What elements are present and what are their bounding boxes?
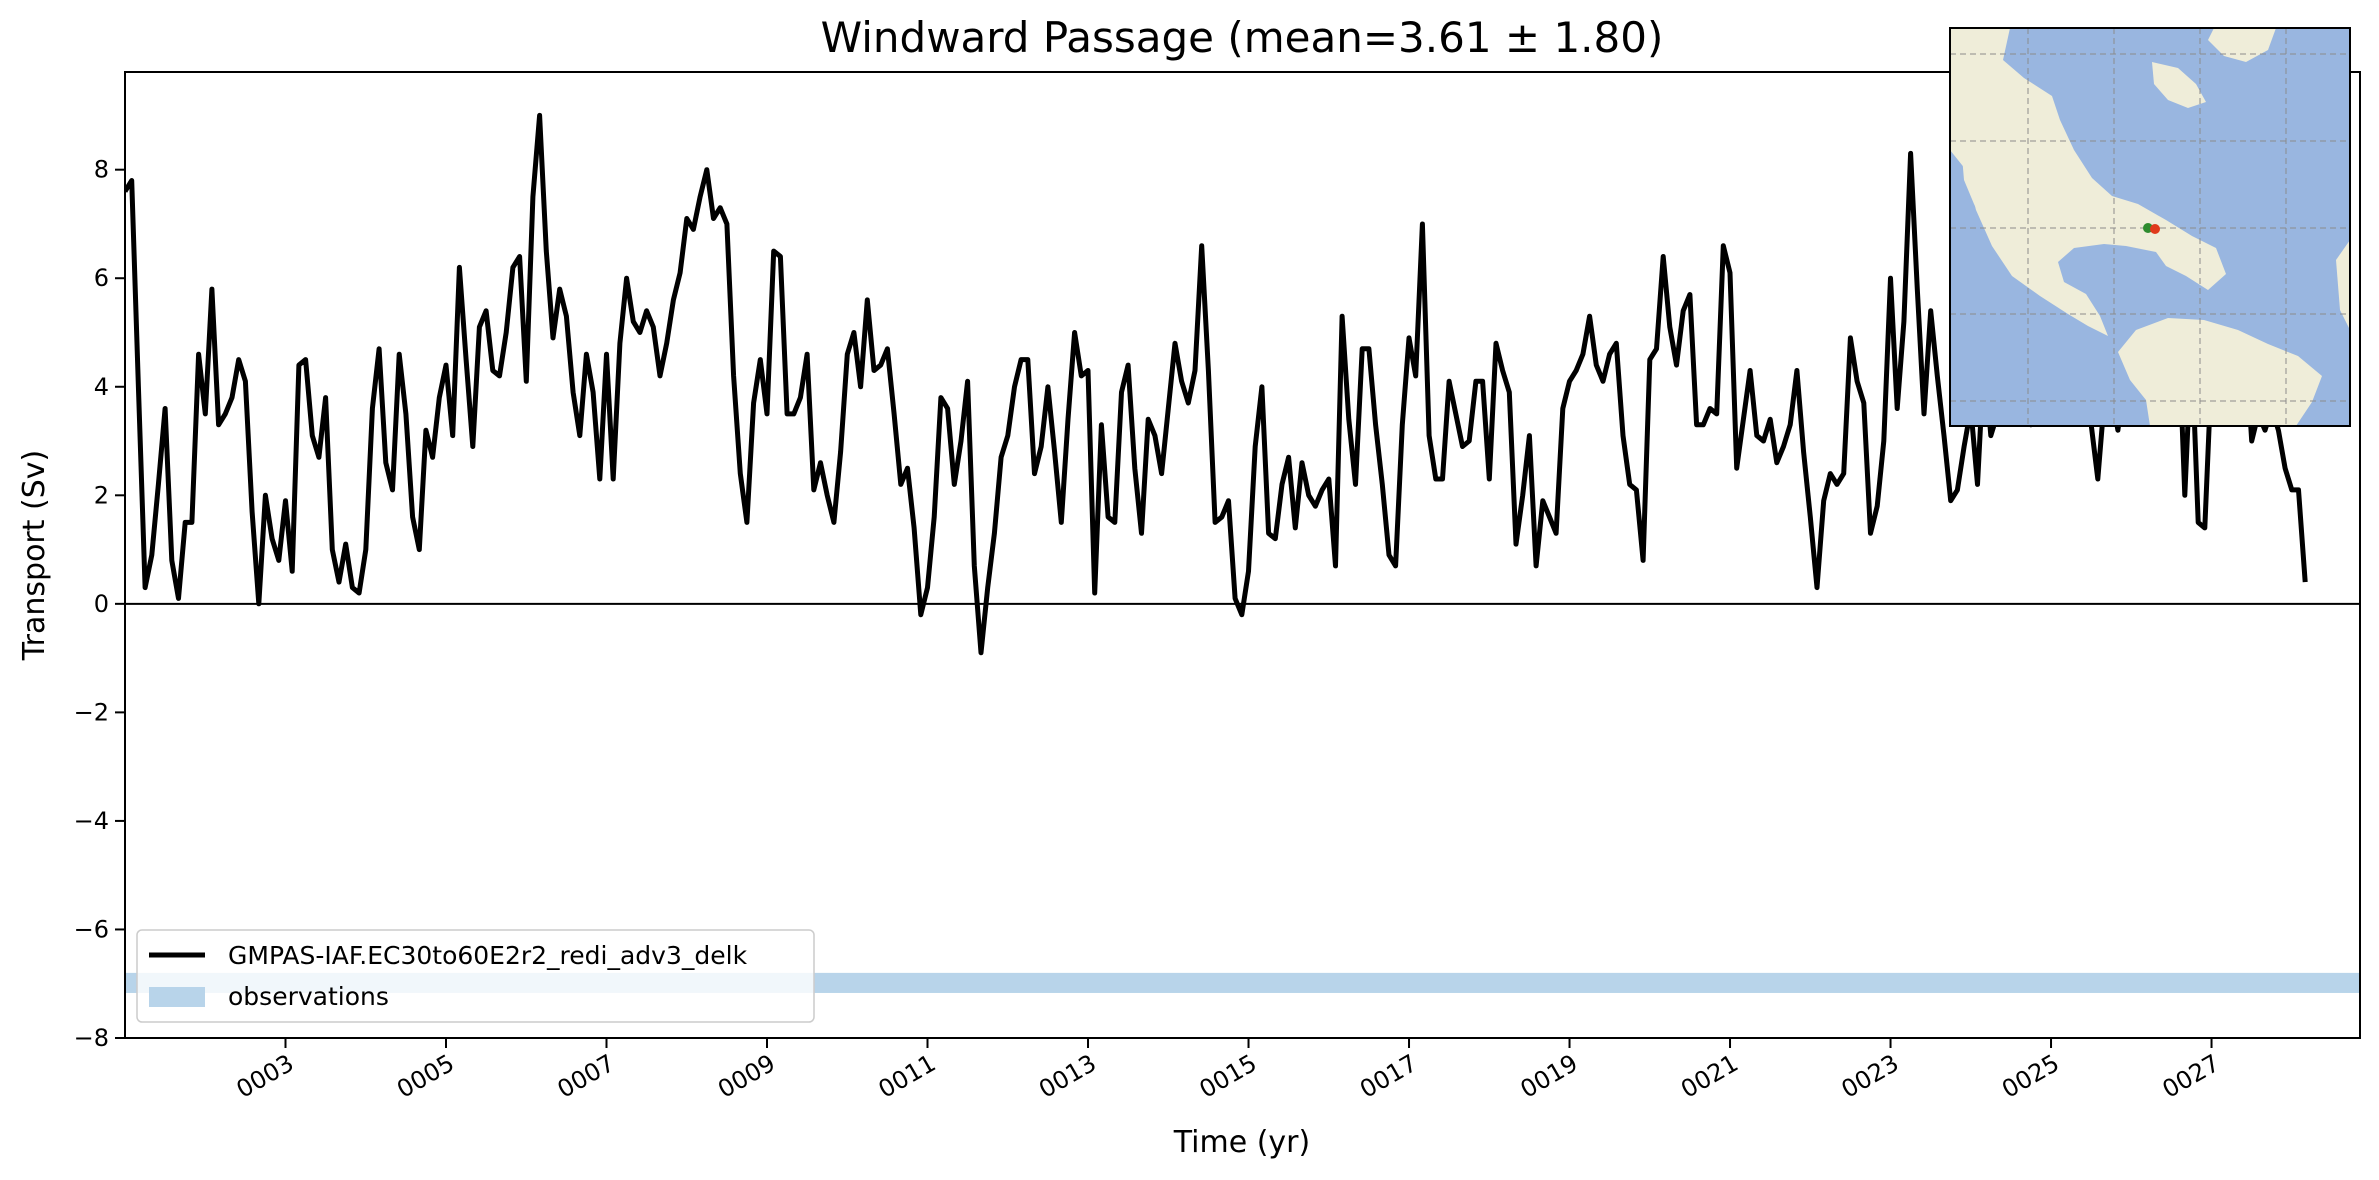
x-tick-label: 0019 <box>1516 1049 1583 1104</box>
series-line-model <box>125 112 2308 656</box>
series-layer <box>125 112 2308 656</box>
inset-map-frame <box>1949 27 2351 427</box>
x-tick-label: 0017 <box>1355 1049 1422 1104</box>
y-axis-ticks: −8 −6 −4 −2 0 2 4 6 8 <box>74 156 125 1052</box>
y-tick-label: −4 <box>74 807 109 835</box>
x-tick-label: 0023 <box>1837 1049 1904 1104</box>
legend-label-model: GMPAS-IAF.EC30to60E2r2_redi_adv3_delk <box>228 941 748 970</box>
x-tick-label: 0013 <box>1034 1049 1101 1104</box>
inset-map <box>1949 27 2351 427</box>
x-tick-label: 0011 <box>874 1049 941 1104</box>
x-axis-ticks: 0003 0005 0007 0009 0011 0013 0015 0017 0019 0021… <box>232 1038 2225 1104</box>
canada-east-land <box>2152 62 2206 108</box>
south-america-land <box>2118 318 2322 426</box>
plot-frame <box>124 71 2361 1039</box>
x-tick-label: 0015 <box>1195 1049 1262 1104</box>
legend-frame <box>136 929 815 1023</box>
section-end-marker <box>2150 224 2160 234</box>
y-tick-label: −8 <box>74 1024 109 1052</box>
chart-title: Windward Passage (mean=3.61 ± 1.80) <box>821 13 1664 62</box>
y-tick-label: 2 <box>94 481 109 509</box>
x-tick-label: 0021 <box>1676 1049 1743 1104</box>
north-america-land <box>1950 28 2226 336</box>
legend: GMPAS-IAF.EC30to60E2r2_redi_adv3_delk ob… <box>136 929 815 1023</box>
legend-swatch-observations <box>149 987 205 1007</box>
y-tick-label: −6 <box>74 915 109 943</box>
x-tick-label: 0027 <box>2158 1049 2225 1104</box>
legend-label-observations: observations <box>228 982 389 1011</box>
y-tick-label: 8 <box>94 156 109 184</box>
x-tick-label: 0009 <box>713 1049 780 1104</box>
x-tick-label: 0007 <box>553 1049 620 1104</box>
y-tick-label: −2 <box>74 698 109 726</box>
africa-land <box>2336 240 2350 330</box>
x-tick-label: 0025 <box>1997 1049 2064 1104</box>
y-axis-label: Transport (Sv) <box>17 450 52 662</box>
x-tick-label: 0005 <box>392 1049 459 1104</box>
y-tick-label: 6 <box>94 264 109 292</box>
cuba-land <box>2116 210 2172 224</box>
x-tick-label: 0003 <box>232 1049 299 1104</box>
y-tick-label: 4 <box>94 373 109 401</box>
x-axis-label: Time (yr) <box>1173 1125 1310 1160</box>
y-tick-label: 0 <box>94 590 109 618</box>
baja-california-land <box>1962 156 1996 238</box>
